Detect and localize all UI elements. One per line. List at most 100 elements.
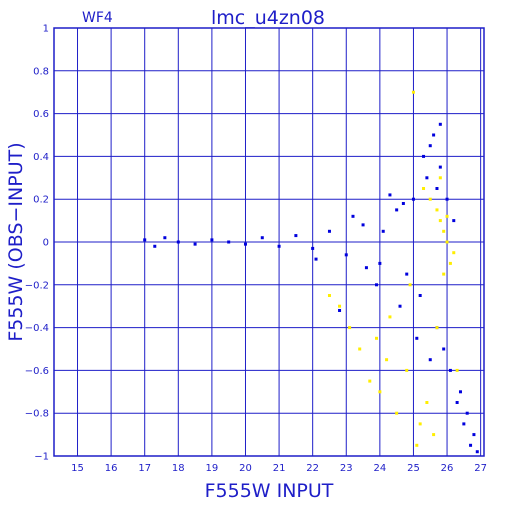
flagged-data-point [348,326,352,330]
data-point [438,165,442,169]
data-point [465,411,469,415]
data-point [455,401,459,404]
x-tick-label: 25 [407,463,420,474]
flagged-data-point [408,283,412,287]
x-tick-label: 20 [239,463,252,474]
flagged-data-point [327,294,331,297]
x-tick-label: 18 [172,463,185,474]
x-tick-label: 22 [306,463,319,474]
data-point [176,240,180,244]
y-tick-label: 0.8 [33,66,49,77]
flagged-data-point [385,358,389,362]
data-point [277,244,281,248]
data-point [448,368,452,372]
data-point [143,238,147,242]
flagged-data-point [422,187,426,190]
flagged-data-point [452,251,456,255]
data-point [338,308,342,312]
data-point [398,304,402,308]
flagged-data-point [428,197,432,201]
data-point [415,336,419,340]
data-point [375,283,378,287]
flagged-data-point [395,411,399,415]
flagged-data-point [368,379,372,383]
grid-lines [54,27,484,457]
data-point [153,244,157,248]
data-point [435,187,439,190]
flagged-data-point [411,90,415,94]
data-point [378,261,382,265]
data-points [143,90,479,454]
data-point [311,246,315,250]
data-point [344,253,348,257]
data-point [422,154,426,158]
y-tick-label: −1 [34,452,49,463]
flagged-data-point [442,229,446,233]
flagged-data-point [445,214,449,218]
data-point [243,242,247,246]
plot-frame [53,27,485,457]
flagged-data-point [432,433,436,437]
data-point [432,133,436,137]
flagged-data-point [338,304,342,308]
data-point [364,266,368,270]
x-tick-label: 19 [206,463,219,474]
y-tick-label: 0.6 [33,109,49,120]
data-point [445,197,449,201]
data-point [395,208,399,212]
data-point [381,229,385,233]
chart-title: lmc_u4zn08 [211,7,325,29]
x-tick-label: 17 [138,463,151,474]
data-point [428,144,432,148]
x-tick-label: 24 [373,463,386,474]
flagged-data-point [445,240,449,244]
y-tick-label: 1 [43,24,49,35]
y-tick-label: −0.8 [25,409,49,420]
flagged-data-point [378,390,382,394]
flagged-data-point [425,401,429,404]
y-axis-tick-labels: 1 0.8 0.6 0.4 0.2 0 −0.2 −0.4 −0.6 −0.8 −1 [25,24,49,463]
flagged-data-point [405,368,409,372]
x-axis-label: F555W INPUT [205,480,334,502]
x-axis-tick-labels: 15 16 17 18 19 20 21 22 23 24 25 26 27 [71,463,487,474]
flagged-data-point [438,176,442,180]
data-point [210,238,214,242]
flagged-data-point [375,336,378,340]
data-point [294,234,298,238]
data-point [442,347,446,351]
data-point [314,257,318,261]
data-point [469,443,473,447]
panel-label: WF4 [82,10,113,26]
flagged-data-point [435,208,439,212]
data-point [163,236,167,240]
data-point [428,358,432,362]
data-point [475,450,479,454]
data-point [425,176,429,180]
data-point [405,272,409,276]
x-tick-label: 21 [273,463,286,474]
x-tick-label: 26 [441,463,454,474]
y-tick-label: 0.2 [33,195,49,206]
flagged-data-point [455,368,459,372]
data-point [462,422,466,426]
y-axis-label: F555W (OBS−INPUT) [5,142,27,341]
data-point [401,201,405,205]
data-point [438,122,442,126]
y-tick-label: −0.6 [25,366,49,377]
flagged-data-point [438,219,442,223]
data-point [388,193,392,197]
x-tick-label: 23 [340,463,353,474]
flagged-data-point [435,326,439,330]
flagged-data-point [415,443,419,447]
data-point [458,390,462,394]
data-point [361,223,365,227]
data-point [472,433,476,437]
x-tick-label: 15 [71,463,84,474]
data-point [452,219,456,223]
y-tick-label: −0.4 [25,323,49,334]
data-point [227,240,231,244]
flagged-data-point [418,422,422,426]
data-point [327,229,331,233]
data-point [351,214,355,218]
